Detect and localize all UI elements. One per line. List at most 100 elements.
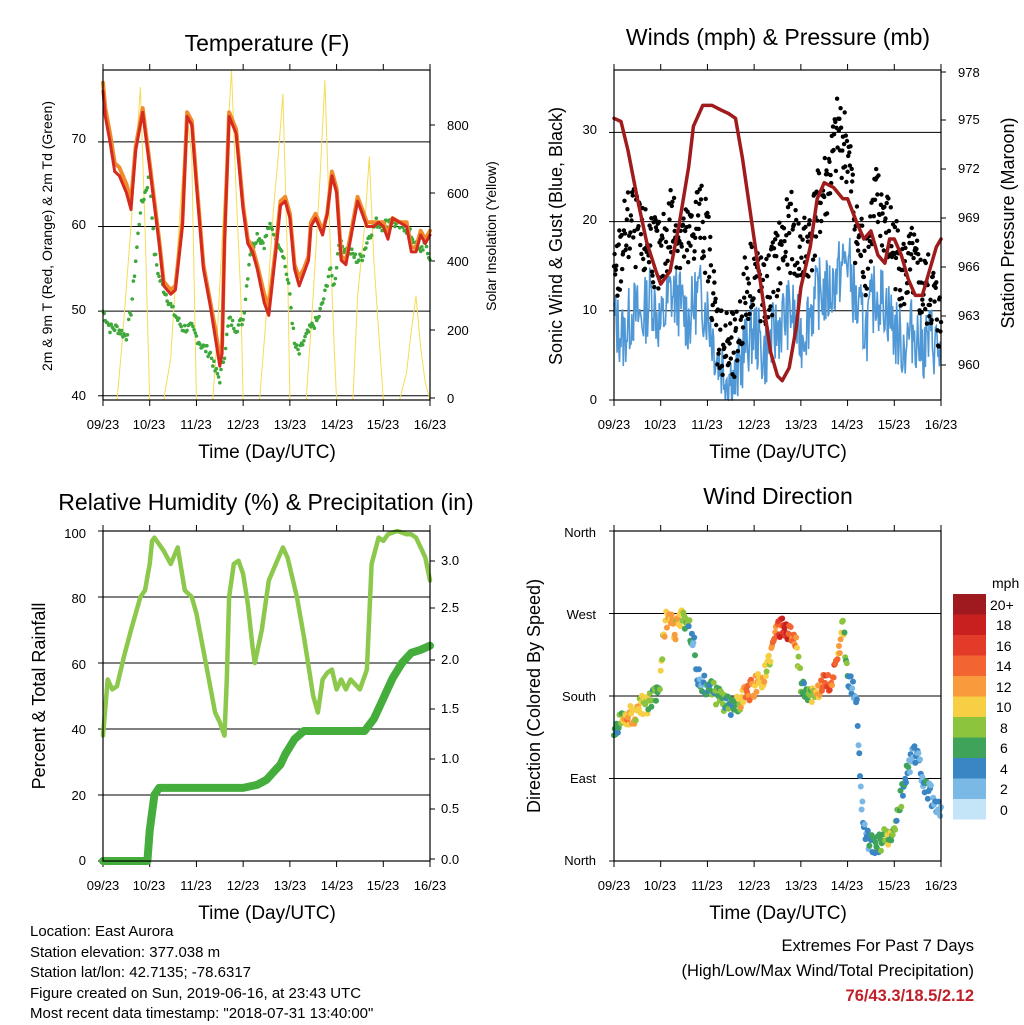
winds-y-tick-labels-right: 960 963 966 969 972 975 978 xyxy=(958,65,980,372)
direction-point xyxy=(657,667,664,674)
gust-point xyxy=(710,302,715,308)
gust-point xyxy=(668,188,673,193)
gust-point xyxy=(739,314,745,319)
y2-tick-label: 400 xyxy=(447,254,469,269)
gust-point xyxy=(812,253,818,258)
legend-swatch xyxy=(953,778,986,799)
gust-point xyxy=(643,207,648,212)
legend-swatch xyxy=(953,676,986,697)
gust-point xyxy=(929,317,934,323)
gust-point xyxy=(665,258,670,263)
humidity-ylabel-left: Percent & Total Rainfall xyxy=(29,603,49,790)
direction-point xyxy=(695,666,702,673)
gust-point xyxy=(778,239,784,244)
y2-tick-label: 966 xyxy=(958,259,980,274)
x-tick-label: 11/23 xyxy=(180,878,212,893)
y-tick-label: 0 xyxy=(590,392,597,407)
gust-point xyxy=(711,291,716,296)
direction-point xyxy=(892,826,899,833)
direction-point xyxy=(905,764,912,771)
gust-point xyxy=(834,96,840,101)
dewpoint-point xyxy=(328,266,333,270)
dewpoint-point xyxy=(126,317,131,322)
gust-point xyxy=(785,262,790,267)
direction-point xyxy=(753,688,760,695)
gust-point xyxy=(735,358,740,363)
temp-2m-line xyxy=(101,89,432,368)
gust-point xyxy=(911,255,916,261)
direction-point xyxy=(661,633,668,640)
gust-point xyxy=(737,299,743,304)
direction-point xyxy=(672,636,679,643)
winds-xlabel: Time (Day/UTC) xyxy=(709,442,847,463)
dewpoint-point xyxy=(360,258,365,263)
direction-point xyxy=(825,672,832,678)
direction-point xyxy=(808,699,815,705)
direction-point xyxy=(779,615,786,622)
gust-point xyxy=(909,252,914,257)
created-text: Figure created on Sun, 2019-06-16, at 23… xyxy=(30,984,362,1002)
gust-point xyxy=(720,372,725,377)
gust-point xyxy=(700,219,705,225)
dewpoint-point xyxy=(289,305,293,310)
gust-point xyxy=(627,246,632,251)
humidity-y-tick-labels-left: 0 20 40 60 80 100 xyxy=(64,526,86,868)
gust-point xyxy=(764,273,770,279)
dewpoint-point xyxy=(283,264,288,269)
gust-point xyxy=(805,239,811,244)
x-tick-label: 16/23 xyxy=(925,878,958,893)
extremes-title: Extremes For Past 7 Days xyxy=(781,937,974,955)
legend-label: 14 xyxy=(996,658,1012,674)
y2-tick-label: 0.0 xyxy=(441,852,459,867)
gust-point xyxy=(859,216,864,221)
gust-point xyxy=(722,345,727,350)
gust-point xyxy=(724,310,729,316)
gust-point xyxy=(871,214,876,219)
temperature-frame xyxy=(102,69,431,401)
relative-humidity-line xyxy=(100,528,433,738)
gust-point xyxy=(646,260,652,265)
gust-point xyxy=(698,197,704,202)
gust-point xyxy=(920,297,925,302)
gust-point xyxy=(723,323,728,328)
gust-point xyxy=(802,215,807,220)
gust-point xyxy=(799,255,804,260)
gust-point xyxy=(663,239,669,245)
dewpoint-point xyxy=(332,282,337,286)
winds-title: Winds (mph) & Pressure (mb) xyxy=(626,24,930,50)
legend-swatch xyxy=(953,614,986,635)
direction-point xyxy=(836,643,842,649)
y-tick-label: 60 xyxy=(72,217,86,232)
direction-point xyxy=(648,703,655,710)
dewpoint-point xyxy=(353,252,358,256)
gust-point xyxy=(796,221,801,226)
direction-point xyxy=(849,685,856,692)
y-tick-label: 80 xyxy=(72,591,86,606)
gust-point xyxy=(878,233,883,239)
gust-point xyxy=(926,252,931,257)
dewpoint-point xyxy=(193,331,198,335)
gust-point xyxy=(798,234,803,239)
direction-point xyxy=(795,653,802,660)
dewpoint-point xyxy=(136,231,140,236)
gust-point xyxy=(638,242,643,248)
x-tick-label: 16/23 xyxy=(925,417,958,432)
direction-point xyxy=(855,742,862,749)
gust-point xyxy=(840,148,845,153)
dewpoint-point xyxy=(257,237,262,241)
dewpoint-point xyxy=(132,274,137,279)
temperature-panel: Temperature (F) Time (Day/UTC) 2m & 9m T… xyxy=(39,30,499,463)
y2-tick-label: 2.0 xyxy=(441,652,459,667)
temperature-y-tick-labels-right: 0 200 400 600 800 xyxy=(447,118,469,406)
dewpoint-point xyxy=(288,292,292,296)
dewpoint-point xyxy=(330,273,334,278)
dewpoint-point xyxy=(325,284,330,288)
gust-point xyxy=(696,226,701,232)
dewpoint-point xyxy=(190,321,194,326)
gust-point xyxy=(816,171,822,176)
dewpoint-point xyxy=(312,326,317,331)
gust-point xyxy=(775,287,781,293)
gust-point xyxy=(850,172,855,177)
winds-y-tick-labels-left: 0 10 20 30 xyxy=(583,122,597,407)
